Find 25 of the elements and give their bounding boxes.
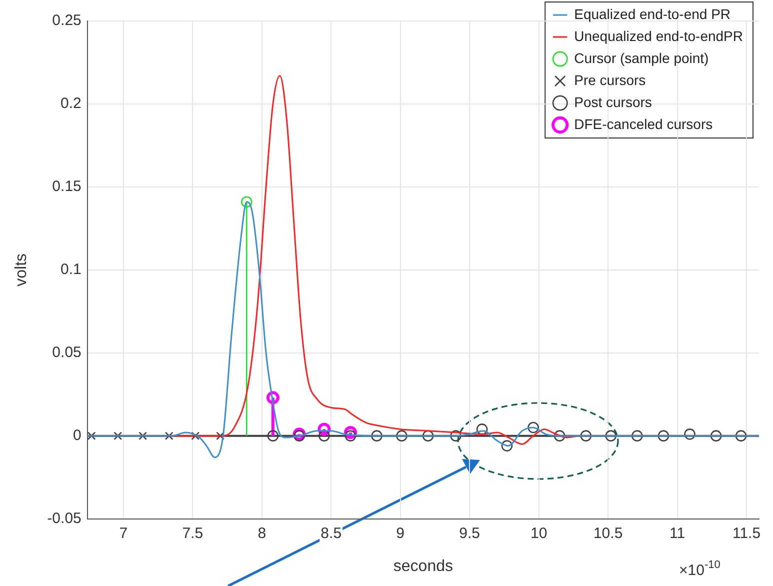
x-tick-label: 10.5 xyxy=(593,524,623,542)
y-tick-label: 0.25 xyxy=(52,12,82,30)
legend-label: DFE-canceled cursors xyxy=(574,116,713,132)
x-tick-label: 7.5 xyxy=(182,524,204,542)
y-tick-label: -0.05 xyxy=(47,510,82,527)
y-tick-label: 0.15 xyxy=(52,178,82,196)
x-tick-label: 7 xyxy=(119,524,128,542)
y-tick-label: 0 xyxy=(73,426,82,444)
y-axis-title: volts xyxy=(13,253,30,286)
x-tick-label: 8 xyxy=(258,524,266,542)
x-tick-label: 9 xyxy=(396,524,405,542)
y-tick-label: 0.1 xyxy=(60,261,82,278)
x-tick-label: 11 xyxy=(670,524,686,542)
legend-label: Equalized end-to-end PR xyxy=(574,6,731,22)
x-axis-title: seconds xyxy=(393,558,453,575)
x-tick-label: 8.5 xyxy=(320,524,342,542)
x-tick-label: 11.5 xyxy=(732,524,761,542)
x-tick-label: 10 xyxy=(530,524,548,542)
legend-label: Cursor (sample point) xyxy=(574,50,709,66)
legend-label: Pre cursors xyxy=(574,72,646,88)
legend-label: Post cursors xyxy=(574,94,652,110)
legend-label: Unequalized end-to-endPR xyxy=(574,28,743,44)
y-tick-label: 0.05 xyxy=(52,344,82,362)
y-tick-label: 0.2 xyxy=(60,95,82,112)
x-tick-label: 9.5 xyxy=(459,524,480,542)
